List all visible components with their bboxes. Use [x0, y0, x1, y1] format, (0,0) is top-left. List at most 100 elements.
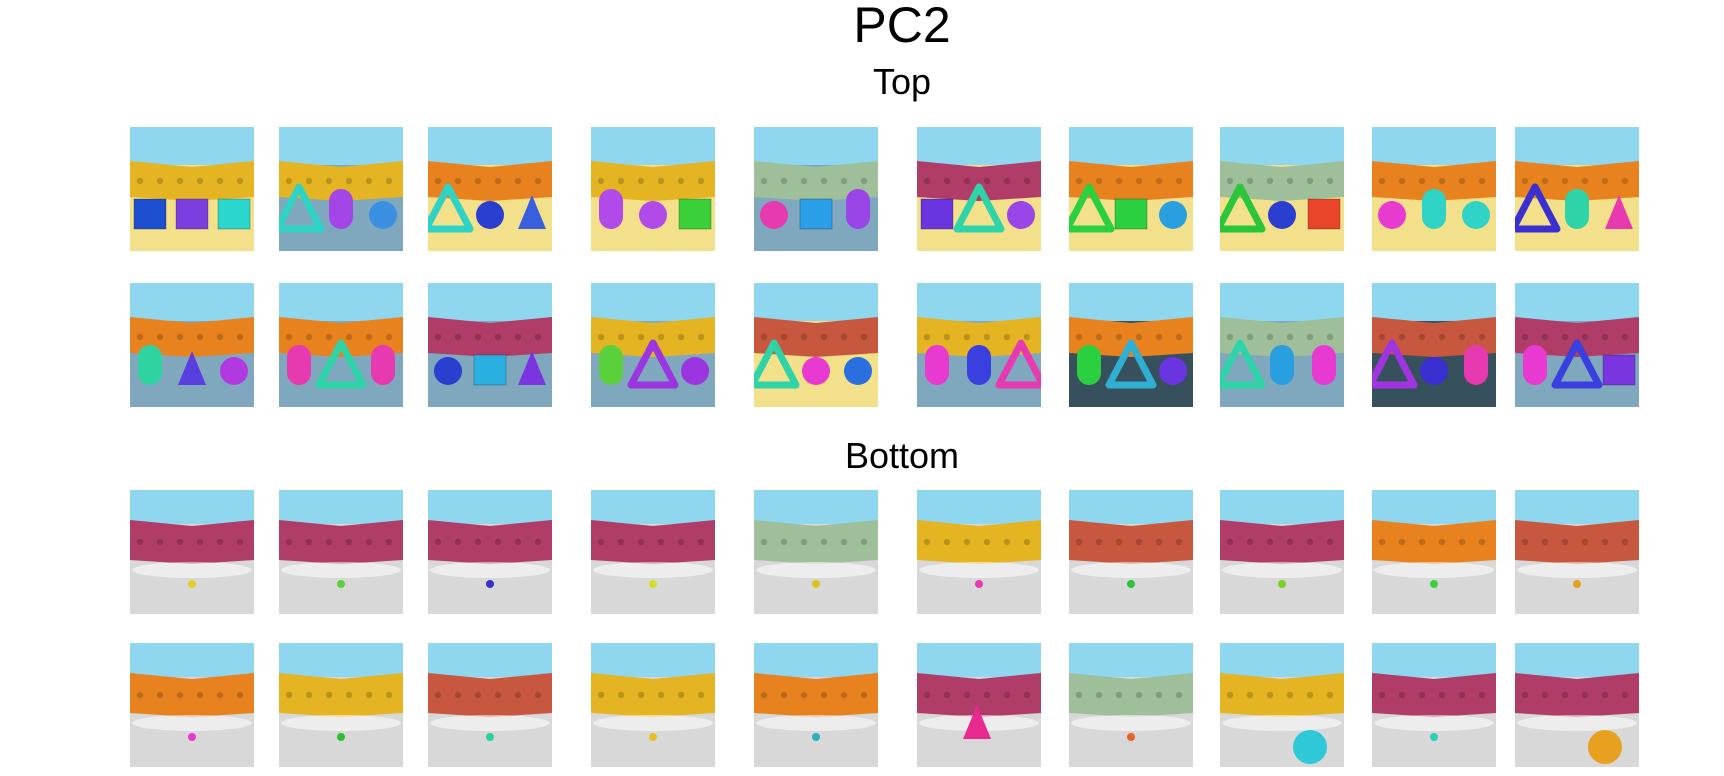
- scene-object: [1430, 580, 1438, 588]
- scene-object: [428, 183, 474, 233]
- scene-object: [315, 339, 367, 389]
- scene-object: [1565, 189, 1589, 229]
- scene-thumbnail: [428, 643, 552, 767]
- scene-object: [1551, 339, 1603, 389]
- scene-object: [518, 351, 546, 385]
- scene-thumbnail: [754, 643, 878, 767]
- scene-object: [1007, 201, 1035, 229]
- scene-thumbnail: [1515, 127, 1639, 251]
- section-label-bottom: Bottom: [844, 435, 960, 476]
- scene-object: [975, 580, 983, 588]
- scene-object: [1420, 357, 1448, 385]
- scene-thumbnail: [591, 283, 715, 407]
- scene-thumbnail: [917, 643, 1041, 767]
- scene-object: [1220, 339, 1266, 389]
- scene-object: [369, 201, 397, 229]
- scene-object: [812, 733, 820, 741]
- scene-object: [279, 183, 325, 233]
- scene-object: [1307, 198, 1341, 230]
- scene-thumbnail: [279, 283, 403, 407]
- scene-object: [1602, 354, 1636, 386]
- scene-thumbnail: [130, 283, 254, 407]
- scene-thumbnail: [1515, 643, 1639, 767]
- scene-thumbnail: [1069, 643, 1193, 767]
- scene-object: [599, 189, 623, 229]
- scene-thumbnail: [130, 643, 254, 767]
- scene-object: [1278, 580, 1286, 588]
- scene-object: [1127, 580, 1135, 588]
- scene-thumbnail: [428, 127, 552, 251]
- scene-thumbnail: [1069, 127, 1193, 251]
- scene-thumbnail: [1372, 127, 1496, 251]
- scene-object: [1464, 345, 1488, 385]
- scene-object: [434, 357, 462, 385]
- scene-object: [925, 345, 949, 385]
- scene-thumbnail: [130, 490, 254, 614]
- scene-thumbnail: [279, 643, 403, 767]
- scene-object: [1114, 198, 1148, 230]
- scene-thumbnail: [1372, 490, 1496, 614]
- scene-object: [1588, 730, 1622, 764]
- scene-object: [337, 733, 345, 741]
- scene-object: [1159, 201, 1187, 229]
- scene-object: [649, 580, 657, 588]
- scene-thumbnail: [917, 490, 1041, 614]
- scene-object: [754, 339, 800, 389]
- scene-thumbnail: [1515, 490, 1639, 614]
- scene-thumbnail: [1069, 283, 1193, 407]
- scene-thumbnail: [1220, 490, 1344, 614]
- scene-object: [1159, 357, 1187, 385]
- scene-object: [473, 354, 507, 386]
- scene-object: [799, 198, 833, 230]
- scene-thumbnail: [1069, 490, 1193, 614]
- scene-thumbnail: [279, 490, 403, 614]
- scene-thumbnail: [754, 127, 878, 251]
- scene-object: [1077, 345, 1101, 385]
- scene-object: [1312, 345, 1336, 385]
- scene-object: [953, 183, 1005, 233]
- scene-object: [599, 345, 623, 385]
- scene-object: [1523, 345, 1547, 385]
- scene-object: [1462, 201, 1490, 229]
- scene-object: [844, 357, 872, 385]
- scene-object: [1422, 189, 1446, 229]
- scene-object: [967, 345, 991, 385]
- scene-object: [627, 339, 679, 389]
- scene-object: [920, 198, 954, 230]
- scene-object: [649, 733, 657, 741]
- scene-thumbnail: [917, 127, 1041, 251]
- scene-thumbnail: [1220, 127, 1344, 251]
- scene-thumbnail: [279, 127, 403, 251]
- scene-thumbnail: [428, 490, 552, 614]
- scene-object: [486, 580, 494, 588]
- scene-object: [760, 201, 788, 229]
- scene-object: [1268, 201, 1296, 229]
- scene-thumbnail: [1220, 643, 1344, 767]
- scene-object: [639, 201, 667, 229]
- scene-object: [337, 580, 345, 588]
- scene-object: [1127, 733, 1135, 741]
- scene-object: [963, 705, 991, 739]
- scene-thumbnail: [754, 283, 878, 407]
- scene-object: [1573, 580, 1581, 588]
- section-label-top: Top: [872, 61, 932, 102]
- scene-object: [175, 198, 209, 230]
- scene-thumbnail: [428, 283, 552, 407]
- figure-title: PC2: [853, 0, 951, 53]
- scene-object: [681, 357, 709, 385]
- scene-object: [178, 351, 206, 385]
- scene-object: [812, 580, 820, 588]
- scene-object: [995, 339, 1041, 389]
- scene-object: [1293, 730, 1327, 764]
- scene-object: [1378, 201, 1406, 229]
- scene-object: [287, 345, 311, 385]
- scene-object: [678, 198, 712, 230]
- scene-thumbnail: [1515, 283, 1639, 407]
- scene-thumbnail: [1220, 283, 1344, 407]
- scene-thumbnail: [1372, 643, 1496, 767]
- scene-object: [133, 198, 167, 230]
- scene-object: [1270, 345, 1294, 385]
- scene-thumbnail: [591, 643, 715, 767]
- scene-thumbnail: [1372, 283, 1496, 407]
